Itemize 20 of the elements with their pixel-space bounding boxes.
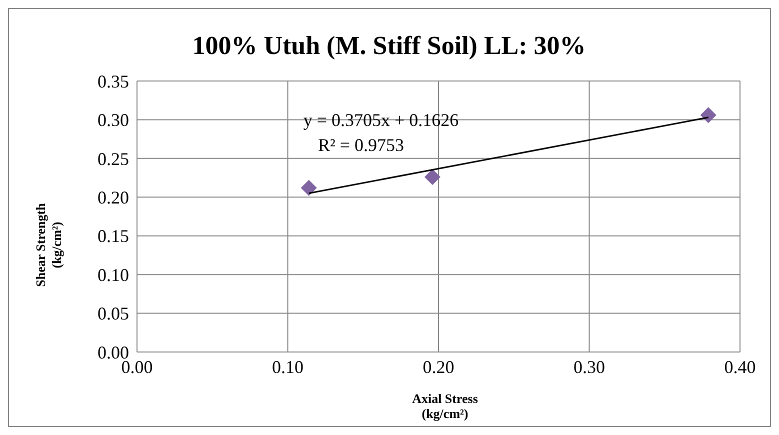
y-tick-label: 0.15 bbox=[98, 226, 129, 246]
point bbox=[300, 180, 317, 196]
y-tick-label: 0.10 bbox=[98, 264, 129, 285]
point bbox=[700, 107, 716, 124]
x-tick-label: 0.10 bbox=[272, 356, 304, 377]
annotation: R² = 0.9753 bbox=[318, 135, 404, 155]
point bbox=[424, 169, 440, 186]
y-tick-label: 0.20 bbox=[98, 188, 129, 208]
chart-title: 100% Utuh (M. Stiff Soil) LL: 30% bbox=[192, 31, 586, 60]
x-tick-label: 0.30 bbox=[574, 356, 605, 377]
y-tick-label: 0.00 bbox=[98, 342, 129, 362]
x-axis-title: Axial Stress (kg/cm²) bbox=[412, 391, 478, 421]
y-tick-label: 0.30 bbox=[98, 110, 129, 130]
x-tick-label: 0.40 bbox=[724, 356, 756, 377]
y-tick-label: 0.05 bbox=[98, 304, 129, 324]
x-tick-label: 0.20 bbox=[422, 356, 454, 377]
y-axis-title: Shear Strength (kg/cm²) bbox=[33, 202, 64, 287]
annotation: y = 0.3705x + 0.1626 bbox=[303, 110, 459, 130]
y-tick-label: 0.35 bbox=[98, 71, 129, 92]
y-tick-label: 0.25 bbox=[98, 148, 129, 169]
